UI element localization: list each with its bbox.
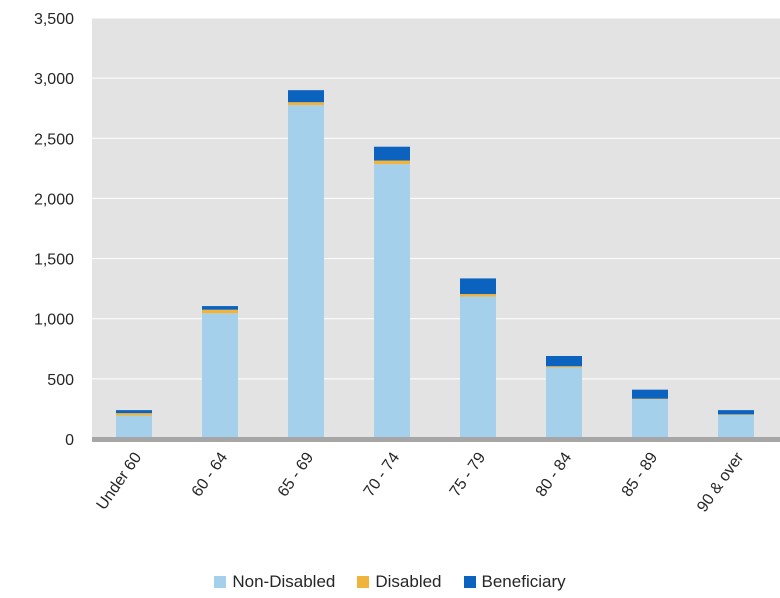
bar-segment bbox=[202, 309, 238, 314]
bar-segment bbox=[116, 415, 152, 439]
legend-item: Non-Disabled bbox=[214, 572, 335, 592]
x-axis-ticks: Under 60 60 - 64 65 - 69 70 - 74 75 - 79 80 -… bbox=[94, 449, 748, 515]
y-tick-label: 1,000 bbox=[34, 312, 74, 329]
x-axis-baseline bbox=[92, 437, 780, 442]
bar-segment bbox=[288, 102, 324, 106]
bar-segment bbox=[460, 294, 496, 297]
y-axis-ticks: 0 500 1,000 1,500 2,000 2,500 3,000 3,500 bbox=[34, 11, 74, 449]
stacked-bar-chart: 0 500 1,000 1,500 2,000 2,500 3,000 3,500 Under… bbox=[34, 11, 780, 515]
bar-segment bbox=[460, 278, 496, 295]
y-tick-label: 2,500 bbox=[34, 131, 74, 148]
bar-segment bbox=[546, 356, 582, 367]
bar-segment bbox=[288, 90, 324, 103]
y-tick-label: 3,000 bbox=[34, 71, 74, 88]
bar-segment bbox=[718, 410, 754, 415]
x-tick-label: Under 60 bbox=[94, 449, 146, 513]
bar-segment bbox=[374, 160, 410, 165]
bar-segment bbox=[632, 398, 668, 400]
legend-item: Beneficiary bbox=[463, 572, 566, 592]
legend-label: Disabled bbox=[375, 572, 442, 591]
bar-segment bbox=[632, 399, 668, 439]
legend-swatch bbox=[463, 576, 476, 588]
bar-segment bbox=[718, 414, 754, 415]
legend-label: Beneficiary bbox=[481, 572, 566, 591]
bar-segment bbox=[546, 367, 582, 439]
y-tick-label: 0 bbox=[65, 432, 74, 449]
bar-segment bbox=[374, 146, 410, 161]
x-tick-label: 65 - 69 bbox=[275, 449, 318, 500]
bar-segment bbox=[202, 313, 238, 439]
x-tick-label: 60 - 64 bbox=[189, 449, 232, 500]
x-tick-label: 80 - 84 bbox=[533, 449, 576, 500]
x-tick-label: 75 - 79 bbox=[447, 449, 490, 500]
bar-segment bbox=[116, 413, 152, 416]
bar-segment bbox=[718, 414, 754, 439]
bar-segment bbox=[116, 410, 152, 414]
bar-segment bbox=[632, 389, 668, 399]
y-tick-label: 2,000 bbox=[34, 191, 74, 208]
y-tick-label: 1,500 bbox=[34, 252, 74, 269]
bar-segment bbox=[374, 164, 410, 439]
x-tick-label: 90 & over bbox=[694, 449, 748, 515]
y-tick-label: 3,500 bbox=[34, 11, 74, 28]
bar-segment bbox=[288, 105, 324, 439]
legend-label: Non-Disabled bbox=[232, 572, 336, 591]
bar-segment bbox=[546, 366, 582, 368]
legend: Non-Disabled Disabled Beneficiary bbox=[0, 572, 780, 592]
plot-area bbox=[92, 18, 780, 439]
legend-swatch bbox=[357, 576, 370, 588]
legend-item: Disabled bbox=[357, 572, 442, 592]
bars bbox=[116, 90, 754, 439]
x-tick-label: 85 - 89 bbox=[619, 449, 662, 500]
bar-segment bbox=[202, 306, 238, 310]
x-tick-label: 70 - 74 bbox=[361, 449, 404, 500]
bar-segment bbox=[460, 296, 496, 439]
legend-swatch bbox=[214, 576, 227, 588]
y-tick-label: 500 bbox=[47, 372, 74, 389]
